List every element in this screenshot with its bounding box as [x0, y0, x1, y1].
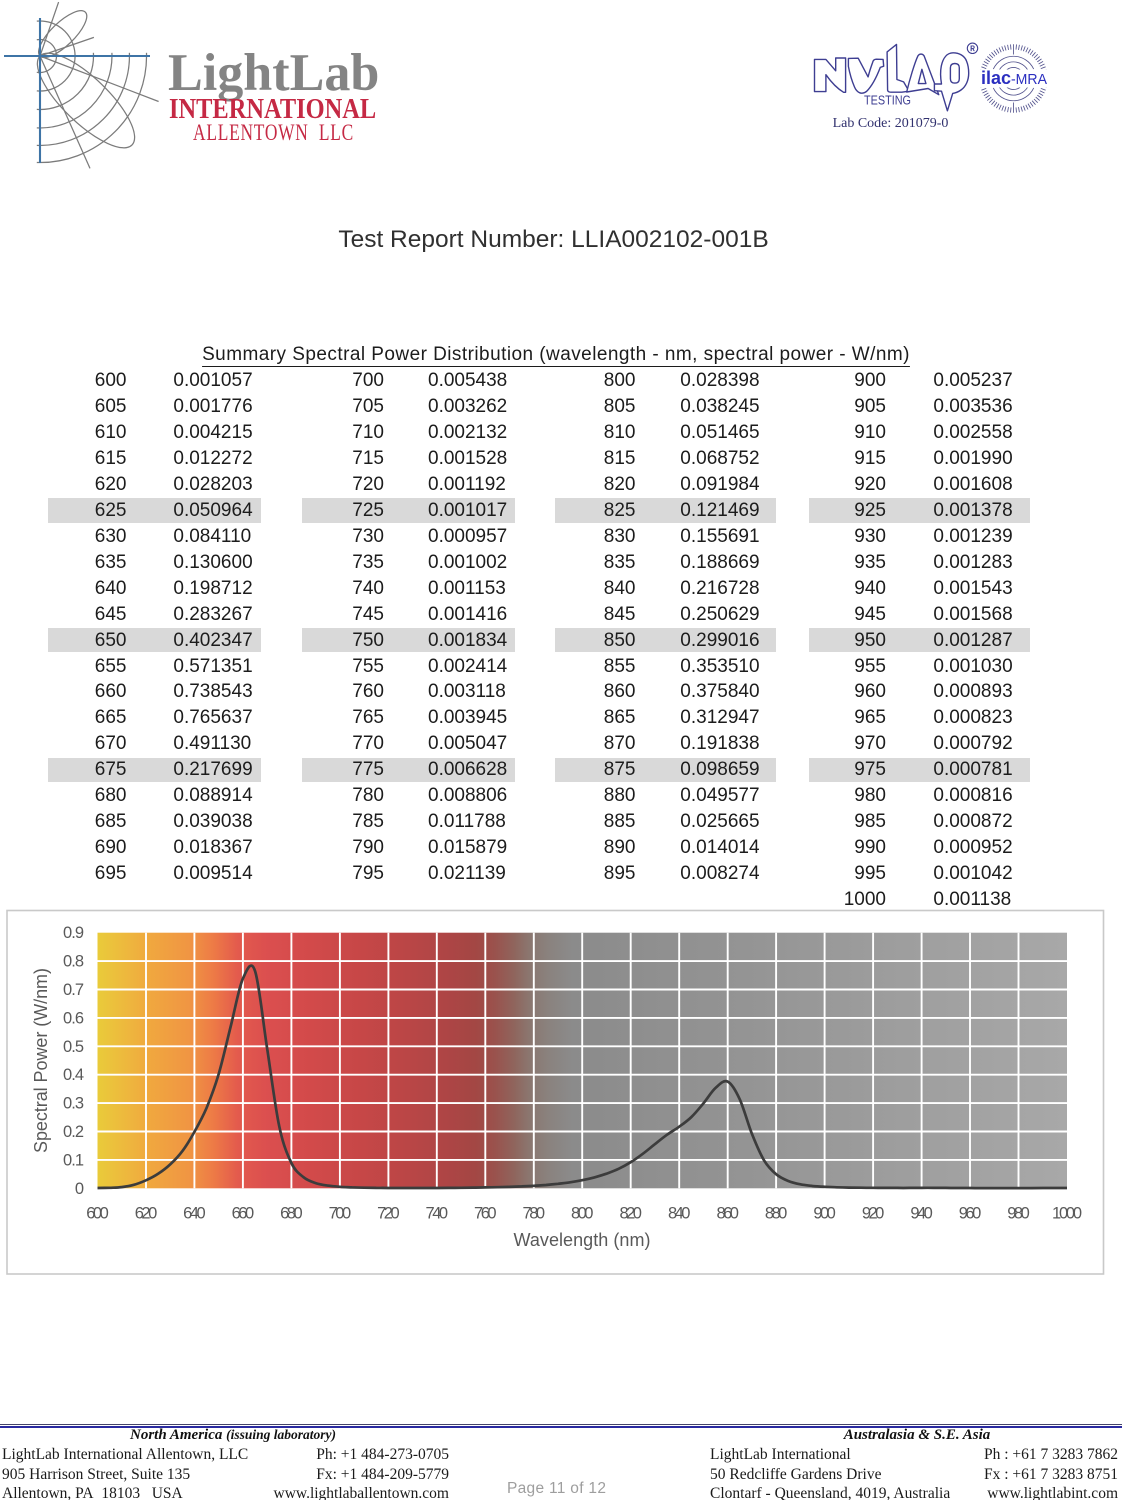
svg-text:ilac-MRA: ilac-MRA [981, 67, 1047, 88]
svg-text:1000: 1000 [1052, 1205, 1082, 1223]
svg-text:0.8: 0.8 [63, 953, 84, 971]
svg-text:860: 860 [716, 1205, 739, 1223]
svg-text:740: 740 [426, 1205, 449, 1223]
svg-text:0.3: 0.3 [63, 1095, 84, 1113]
svg-text:Wavelength (nm): Wavelength (nm) [514, 1230, 651, 1250]
svg-text:0.4: 0.4 [63, 1066, 84, 1084]
svg-text:660: 660 [232, 1205, 255, 1223]
svg-text:720: 720 [377, 1205, 400, 1223]
svg-text:0.6: 0.6 [63, 1009, 84, 1027]
svg-text:700: 700 [329, 1205, 352, 1223]
svg-text:TESTING: TESTING [864, 94, 911, 108]
svg-text:620: 620 [135, 1205, 158, 1223]
svg-text:880: 880 [765, 1205, 788, 1223]
svg-text:800: 800 [571, 1205, 594, 1223]
svg-text:840: 840 [668, 1205, 691, 1223]
svg-text:900: 900 [813, 1205, 836, 1223]
svg-text:680: 680 [280, 1205, 303, 1223]
svg-text:980: 980 [1007, 1205, 1030, 1223]
svg-text:960: 960 [959, 1205, 982, 1223]
svg-text:760: 760 [474, 1205, 497, 1223]
svg-text:0.2: 0.2 [63, 1123, 84, 1141]
svg-text:Spectral Power (W/nm): Spectral Power (W/nm) [31, 968, 51, 1153]
svg-text:0: 0 [75, 1180, 84, 1198]
svg-text:640: 640 [183, 1205, 206, 1223]
svg-text:920: 920 [862, 1205, 885, 1223]
svg-text:780: 780 [523, 1205, 546, 1223]
svg-text:0.5: 0.5 [63, 1038, 84, 1056]
svg-text:940: 940 [910, 1205, 933, 1223]
svg-text:0.9: 0.9 [63, 924, 84, 942]
svg-text:0.7: 0.7 [63, 981, 84, 999]
svg-text:0.1: 0.1 [63, 1151, 84, 1169]
svg-text:820: 820 [619, 1205, 642, 1223]
svg-text:600: 600 [86, 1205, 109, 1223]
